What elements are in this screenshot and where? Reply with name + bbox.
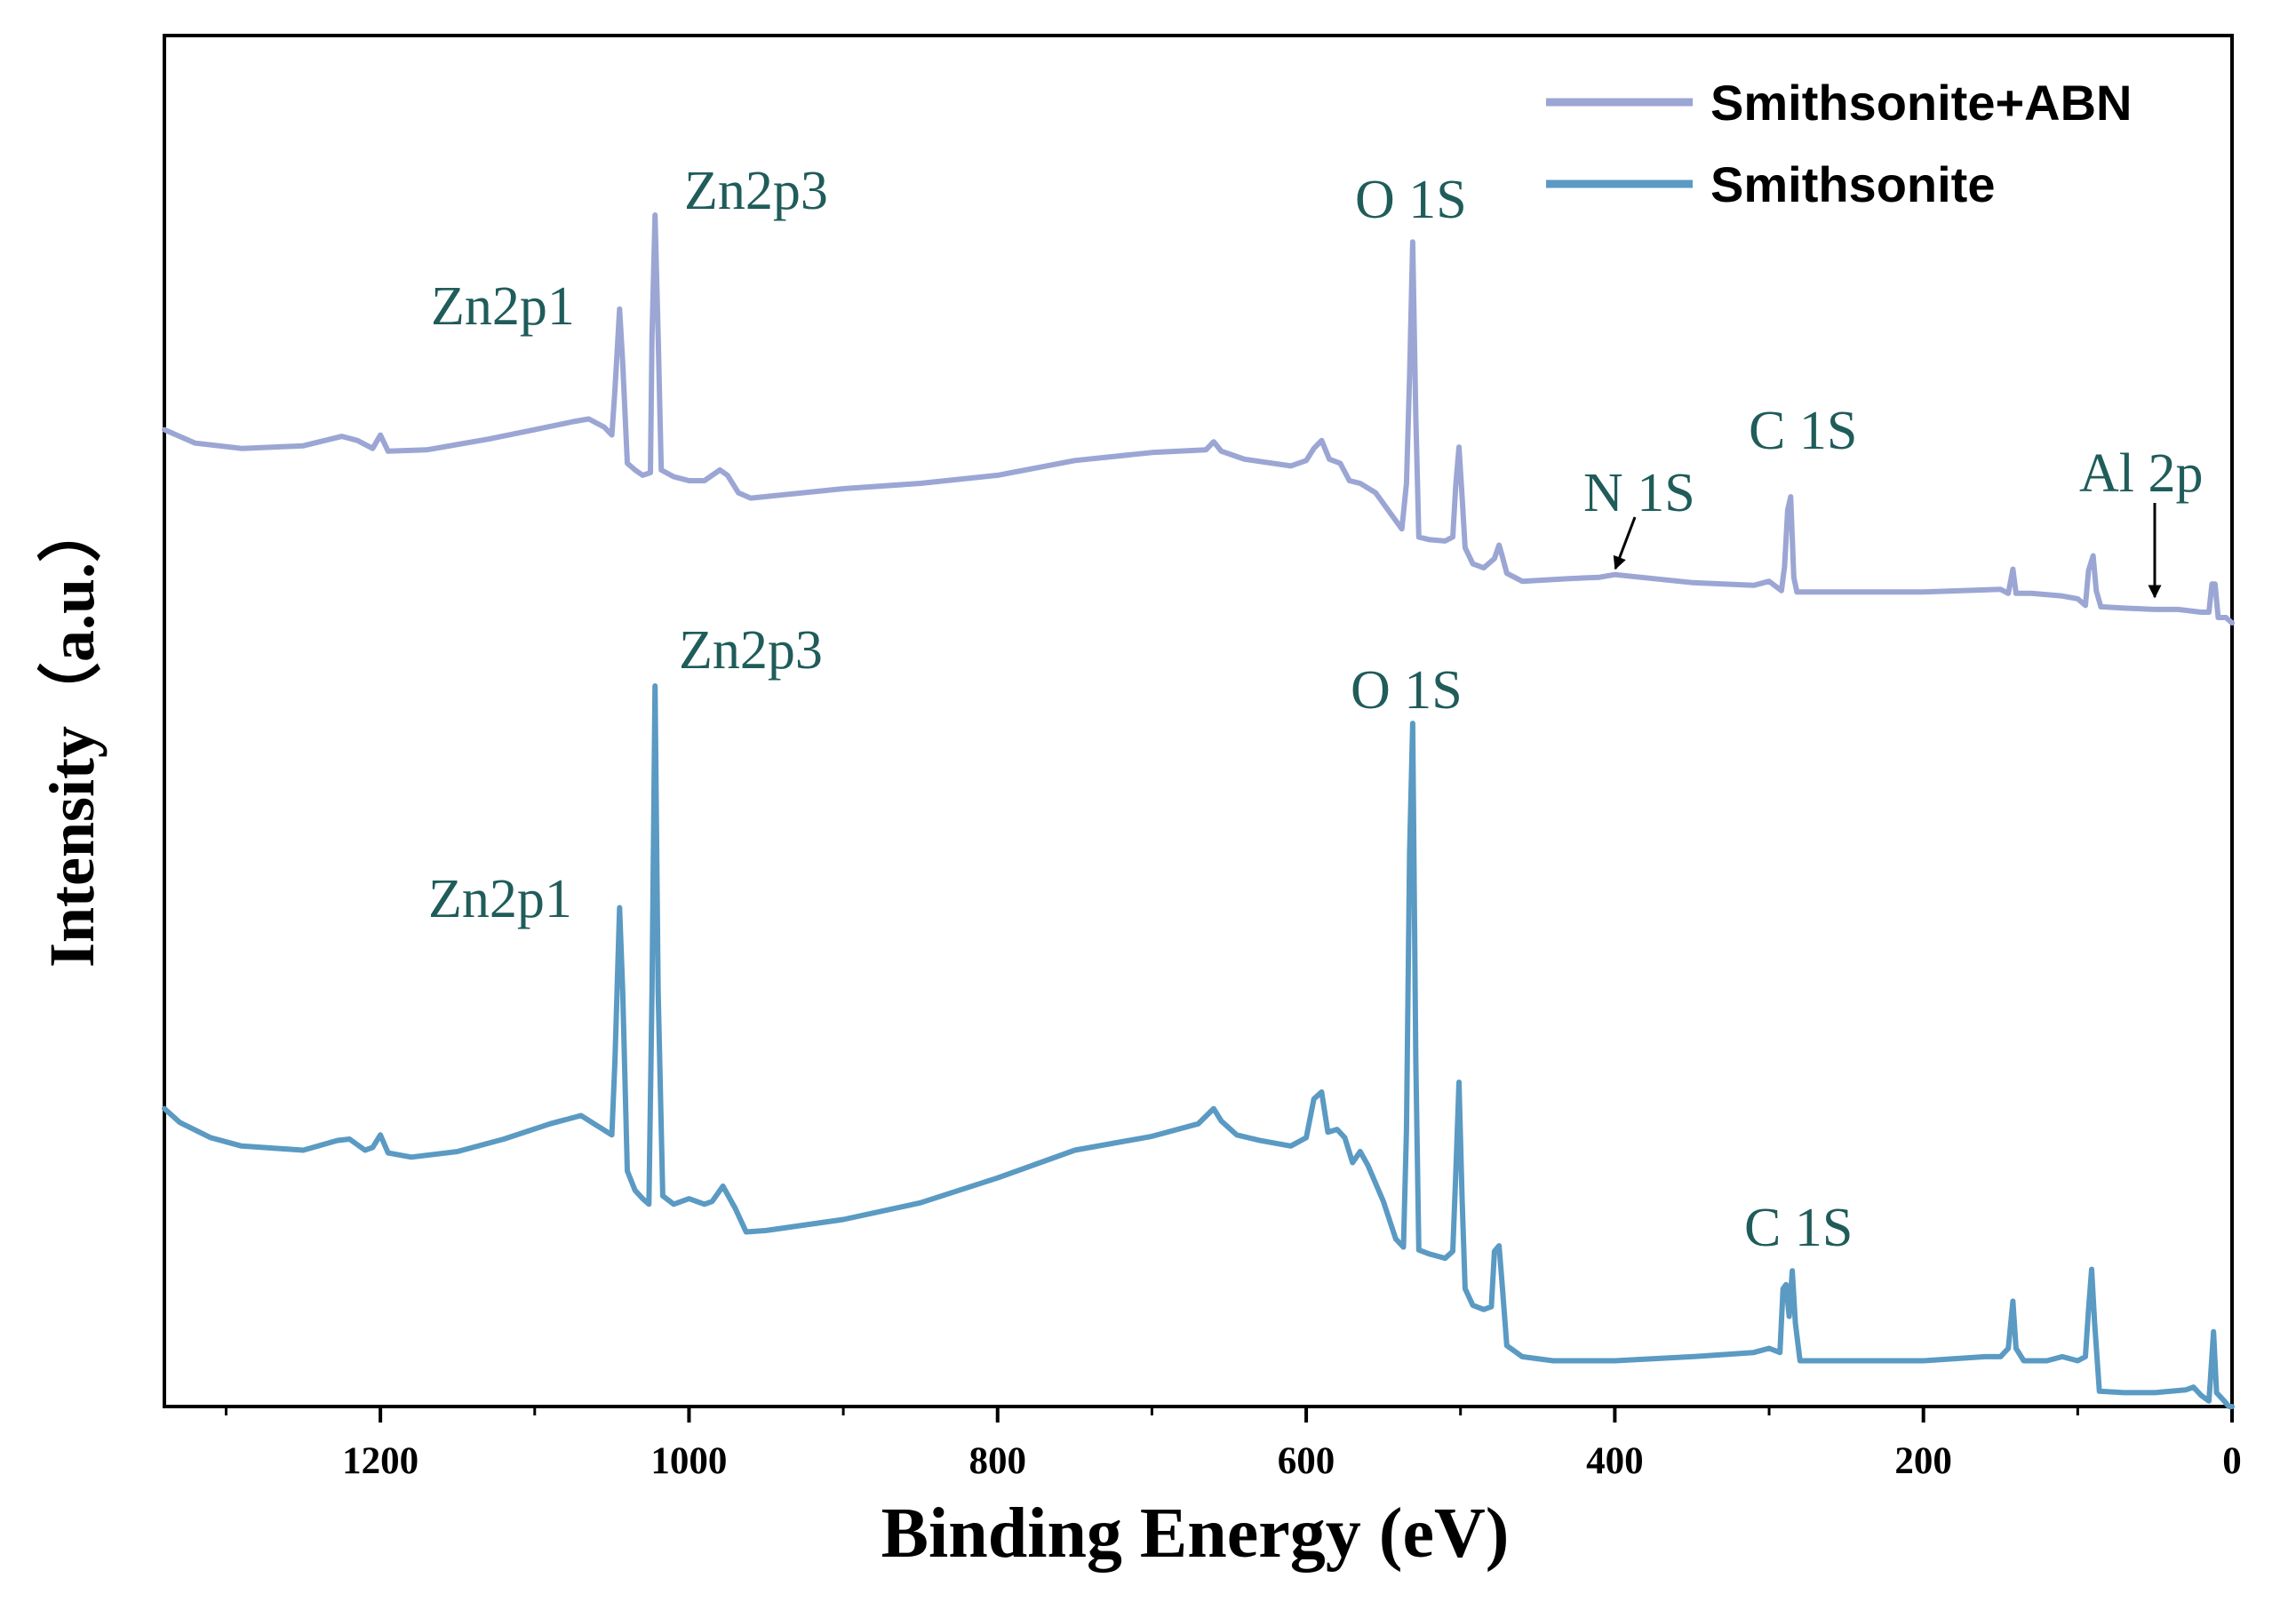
x-axis-title: Binding Energy (eV) [881, 1494, 1510, 1573]
x-tick-label: 1200 [342, 1440, 419, 1482]
x-tick-label: 1000 [650, 1440, 727, 1482]
plot-frame [163, 34, 2234, 1408]
peak-label-zn2p3: Zn2p3 [684, 161, 828, 221]
peak-label-c-1s: C 1S [1749, 401, 1857, 461]
peak-label-c-1s: C 1S [1744, 1198, 1853, 1258]
series-line-smithsonite-abn [162, 212, 2235, 626]
x-tick-label: 600 [1278, 1440, 1335, 1482]
peak-label-o-1s: O 1S [1355, 170, 1467, 230]
x-tick-label: 800 [969, 1440, 1026, 1482]
series-layer [162, 212, 2235, 1409]
x-tick-label: 0 [2222, 1440, 2242, 1482]
y-axis-title: Intensity（a.u.） [36, 498, 108, 968]
peak-label-o-1s: O 1S [1351, 660, 1463, 721]
axis-titles: Binding Energy (eV) Intensity（a.u.） [36, 498, 1509, 1573]
legend-label-1: Smithsonite [1710, 156, 1995, 212]
x-tick-label: 400 [1586, 1440, 1644, 1482]
peak-label-n-1s: N 1S [1583, 463, 1695, 523]
annotation-layer: Zn2p1 Zn2p3 O 1S N 1S C 1S Al 2p Zn2p1 Zn2p3 O 1… [428, 161, 2204, 1258]
peak-label-zn2p1: Zn2p1 [431, 276, 575, 337]
peak-label-zn2p1: Zn2p1 [428, 869, 572, 929]
series-line-smithsonite [162, 683, 2235, 1409]
axes: 1200 1000 800 600 400 200 0 [163, 34, 2242, 1482]
n1s-arrow [1613, 516, 1637, 570]
legend: Smithsonite+ABN Smithsonite [1546, 75, 2133, 212]
legend-label-0: Smithsonite+ABN [1710, 75, 2133, 131]
peak-label-al-2p: Al 2p [2079, 443, 2204, 504]
x-tick-label: 200 [1894, 1440, 1952, 1482]
peak-label-zn2p3: Zn2p3 [679, 620, 823, 681]
